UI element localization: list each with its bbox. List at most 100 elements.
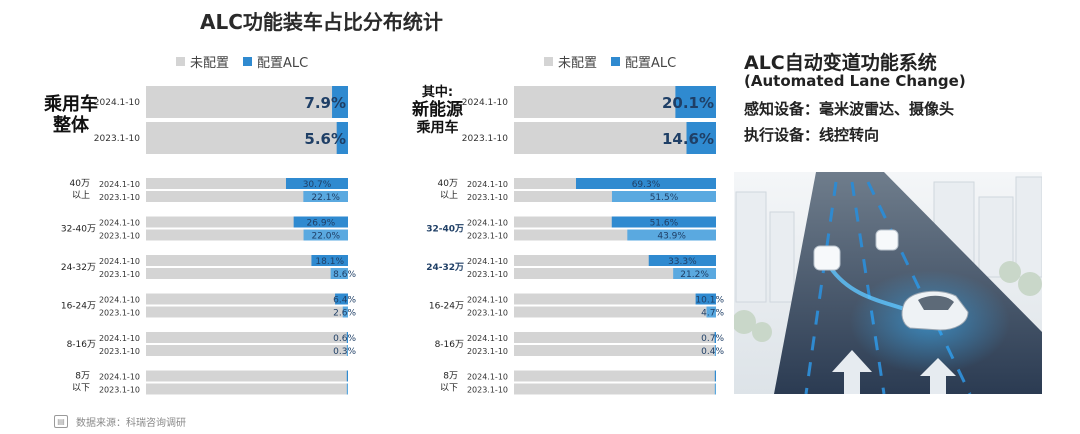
left-segment-bar-unconfigured [146,332,348,343]
right-segment-bar-unconfigured [514,306,716,318]
right-segment-value-label: 21.2% [680,270,709,280]
road-arrows [832,350,956,394]
right-segment-label-line2: 以上 [440,190,458,201]
left-segment-bar-configured [346,370,348,382]
left-segment-label: 40万 [70,179,90,189]
left-segment-bar-configured [335,293,348,305]
right-segment-bar-configured [611,216,716,228]
left-segment-label: 24-32万 [61,263,96,273]
left-segment-period-label: 2024.1-10 [99,257,140,266]
left-overall-value-label: 5.6% [304,130,346,148]
right-overall-period-label: 2023.1-10 [462,134,508,144]
left-segment-label: 8万 [75,372,90,382]
ego-vehicle [901,290,969,331]
left-segment-period-label: 2024.1-10 [99,180,140,189]
legend-unconfigured-swatch [544,57,553,66]
right-segment-bar-unconfigured [514,229,716,241]
side-sensing: 感知设备：毫米波雷达、摄像头 [744,100,955,118]
right-segment-period-label: 2024.1-10 [467,334,508,343]
right-segment-period-label: 2023.1-10 [467,193,508,202]
left-overall-period-label: 2023.1-10 [94,134,140,144]
left-segment-period-label: 2024.1-10 [99,296,140,305]
left-segment-bar-configured [293,216,348,228]
source-icon: ▤ [54,415,68,428]
left-segment-value-label: 2.6% [333,309,356,319]
left-segment-value-label: 0.3% [333,347,356,357]
page-title: ALC功能装车占比分布统计 [200,10,443,34]
right-segment-bar-unconfigured [514,255,716,266]
left-overall-bar-configured [332,86,348,118]
left-segment-period-label: 2024.1-10 [99,219,140,228]
left-overall-period-label: 2024.1-10 [94,98,140,108]
left-segment-period-label: 2023.1-10 [99,232,140,241]
right-group-label-line2: 新能源 [412,99,463,120]
left-segment-period-label: 2024.1-10 [99,373,140,382]
right-segment-bar-configured [695,293,716,305]
left-segment-bar-configured [303,229,348,241]
right-segment-value-label: 69.3% [632,180,661,190]
legend-unconfigured-label: 未配置 [558,56,598,71]
left-overall-bar-configured [336,122,348,154]
left-segment-bar-configured [346,345,348,356]
lane-change-illustration [734,172,1042,394]
legend-configured-swatch [243,57,253,66]
trees [734,261,1042,342]
legend-configured-label: 配置ALC [257,56,309,71]
left-segment-label-line2: 以上 [72,190,90,201]
left-segment-bar-unconfigured [146,306,348,318]
right-segment-period-label: 2023.1-10 [467,309,508,318]
right-segment-label: 8万 [443,372,458,382]
left-segment-period-label: 2023.1-10 [99,309,140,318]
right-segment-bar-configured [706,306,716,318]
right-overall-period-label: 2024.1-10 [462,98,508,108]
left-segment-bar-unconfigured [146,293,348,305]
left-segment-bar-unconfigured [146,255,348,266]
data-source: ▤ 数据来源：科瑞咨询调研 [54,414,186,429]
left-segment-bar-unconfigured [146,268,348,279]
legend-right: 未配置 配置ALC [544,52,690,71]
right-segment-period-label: 2024.1-10 [467,219,508,228]
right-segment-value-label: 0.4% [701,347,724,357]
left-segment-value-label: 6.4% [333,296,356,306]
right-segment-bar-unconfigured [514,293,716,305]
left-segment-period-label: 2024.1-10 [99,334,140,343]
right-group-label: 其中: 新能源 乘用车 [412,85,463,137]
right-segment-label: 8-16万 [435,340,464,350]
right-segment-bar-configured [648,255,716,266]
right-segment-label: 32-40万 [426,224,464,235]
left-segment-label: 8-16万 [67,340,96,350]
right-segment-label-line2: 以下 [440,384,458,394]
left-segment-bar-configured [346,332,348,343]
left-group-label-line2: 整体 [53,114,89,136]
legend-unconfigured-label: 未配置 [190,56,230,71]
left-segment-bar-configured [311,255,348,266]
left-segment-value-label: 18.1% [315,257,344,267]
left-group-label: 乘用车 整体 [44,94,98,136]
right-segment-bar-configured [627,229,716,241]
right-overall-bar-configured [675,86,716,118]
left-segment-value-label: 8.6% [333,270,356,280]
side-execution: 执行设备：线控转向 [744,126,880,144]
left-segment-bar-unconfigured [146,216,348,228]
left-segment-value-label: 22.0% [311,232,340,242]
left-segment-bar-unconfigured [146,345,348,356]
right-overall-value-label: 20.1% [662,94,714,112]
right-segment-period-label: 2023.1-10 [467,232,508,241]
left-segment-value-label: 0.6% [333,334,356,344]
left-overall-value-label: 7.9% [304,94,346,112]
right-segment-bar-configured [714,345,716,356]
right-segment-bar-configured [714,383,716,395]
right-segment-bar-configured [714,332,716,343]
right-overall-value-label: 14.6% [662,130,714,148]
side-heading: ALC自动变道功能系统 [744,52,937,74]
right-segment-period-label: 2024.1-10 [467,257,508,266]
left-segment-label: 32-40万 [61,225,96,235]
left-segment-bar-configured [346,383,348,395]
right-segment-bar-configured [673,268,716,279]
right-segment-label: 16-24万 [429,302,464,312]
left-segment-period-label: 2023.1-10 [99,193,140,202]
right-segment-value-label: 10.1% [695,296,724,306]
right-segment-value-label: 43.9% [657,232,686,242]
left-segment-bar-configured [303,191,348,202]
right-segment-bar-configured [611,191,716,202]
